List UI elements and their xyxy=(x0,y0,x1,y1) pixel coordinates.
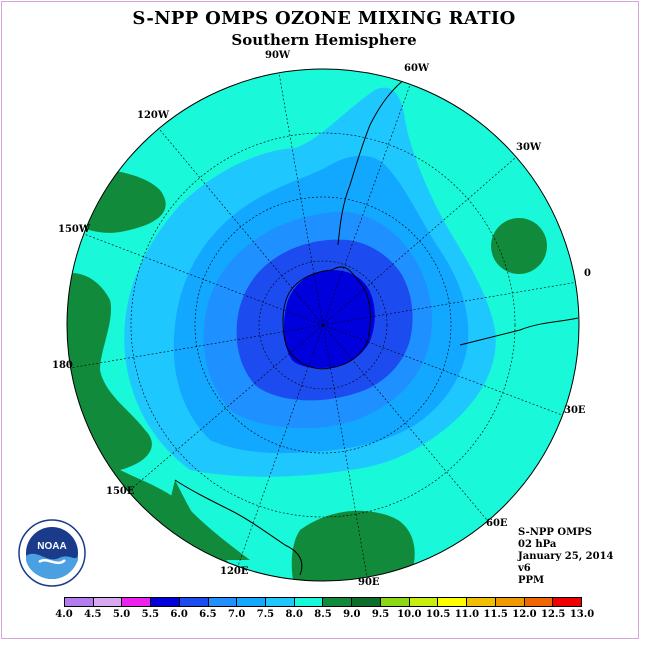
lon-label-90e: 90E xyxy=(358,577,380,588)
colorbar-tick-label: 9.5 xyxy=(371,609,390,620)
field-5-5 xyxy=(283,270,375,368)
colorbar-tick-label: 10.0 xyxy=(397,609,422,620)
colorbar-tick-label: 10.5 xyxy=(425,609,451,620)
colorbar-tick-label: 4.5 xyxy=(84,609,102,620)
colorbar-tick-label: 5.0 xyxy=(112,609,131,620)
lon-label-30w: 30W xyxy=(516,142,542,153)
colorbar-tick-label: 12.0 xyxy=(512,609,537,620)
info-block: S-NPP OMPS 02 hPa January 25, 2014 v6 PP… xyxy=(518,527,614,587)
colorbar-segment xyxy=(179,598,209,606)
lon-label-120w: 120W xyxy=(137,110,170,121)
colorbar-segment xyxy=(524,598,554,606)
info-date: January 25, 2014 xyxy=(518,551,614,562)
colorbar-segment xyxy=(208,598,238,606)
colorbar-segment xyxy=(122,598,152,606)
field-8-5-patch xyxy=(491,218,547,274)
colorbar-tick-label: 11.5 xyxy=(483,609,508,620)
colorbar-tick-label: 12.5 xyxy=(541,609,566,620)
lon-label-30e: 30E xyxy=(564,405,586,416)
australia-outline xyxy=(174,479,303,576)
lon-label-150w: 150W xyxy=(58,224,91,235)
colorbar-segment xyxy=(467,598,496,606)
field-8-5-patch xyxy=(291,510,415,581)
lon-label-60w: 60W xyxy=(404,63,430,74)
colorbar-tick-label: 4.0 xyxy=(55,609,73,620)
map-boundary xyxy=(66,68,580,582)
colorbar-tick-label: 8.0 xyxy=(285,609,303,620)
noaa-logo: NOAA xyxy=(18,519,86,587)
figure-frame xyxy=(1,1,639,639)
colorbar xyxy=(64,597,582,607)
colorbar-segment xyxy=(266,598,295,606)
colorbar-tick-label: 7.5 xyxy=(256,609,275,620)
lon-label-120e: 120E xyxy=(220,566,249,577)
south-america-outline xyxy=(337,74,411,246)
colorbar-tick-label: 13.0 xyxy=(569,609,595,620)
colorbar-segment xyxy=(380,598,410,606)
colorbar-tick-label: 6.5 xyxy=(199,609,217,620)
colorbar-tick-label: 8.5 xyxy=(314,609,332,620)
colorbar-segment xyxy=(237,598,267,606)
colorbar-tick-label: 6.0 xyxy=(170,609,188,620)
colorbar-segment xyxy=(352,598,381,606)
colorbar-tick-label: 7.0 xyxy=(227,609,246,620)
noaa-logo-text: NOAA xyxy=(37,541,66,552)
colorbar-segment xyxy=(438,598,468,606)
lon-label-60e: 60E xyxy=(486,518,508,529)
colorbar-segment xyxy=(151,598,180,606)
colorbar-segment xyxy=(553,598,581,606)
lon-label-0: 0 xyxy=(584,268,591,279)
info-level: 02 hPa xyxy=(518,539,557,550)
colorbar-segment xyxy=(495,598,525,606)
colorbar-segment xyxy=(65,598,94,606)
info-instrument: S-NPP OMPS xyxy=(518,527,592,538)
antarctica-outline xyxy=(282,266,371,370)
lon-label-90w: 90W xyxy=(265,50,291,61)
colorbar-tick-label: 11.0 xyxy=(454,609,480,620)
colorbar-labels: 4.0 4.5 5.0 5.5 6.0 6.5 7.0 7.5 8.0 8.5 9.0 9.5 10.0… xyxy=(0,609,648,623)
colorbar-tick-label: 9.0 xyxy=(343,609,361,620)
map-title: S-NPP OMPS OZONE MIXING RATIO xyxy=(132,8,516,29)
info-version: v6 xyxy=(518,563,531,574)
colorbar-segment xyxy=(294,598,324,606)
colorbar-segment xyxy=(409,598,439,606)
graticule xyxy=(69,72,579,578)
info-units: PPM xyxy=(518,575,545,586)
colorbar-segment xyxy=(323,598,353,606)
africa-outline xyxy=(459,317,579,346)
colorbar-tick-label: 5.5 xyxy=(141,609,160,620)
map-subtitle: Southern Hemisphere xyxy=(231,31,417,49)
lon-label-180: 180 xyxy=(52,360,73,371)
colorbar-segment xyxy=(93,598,123,606)
lon-label-150e: 150E xyxy=(106,486,135,497)
